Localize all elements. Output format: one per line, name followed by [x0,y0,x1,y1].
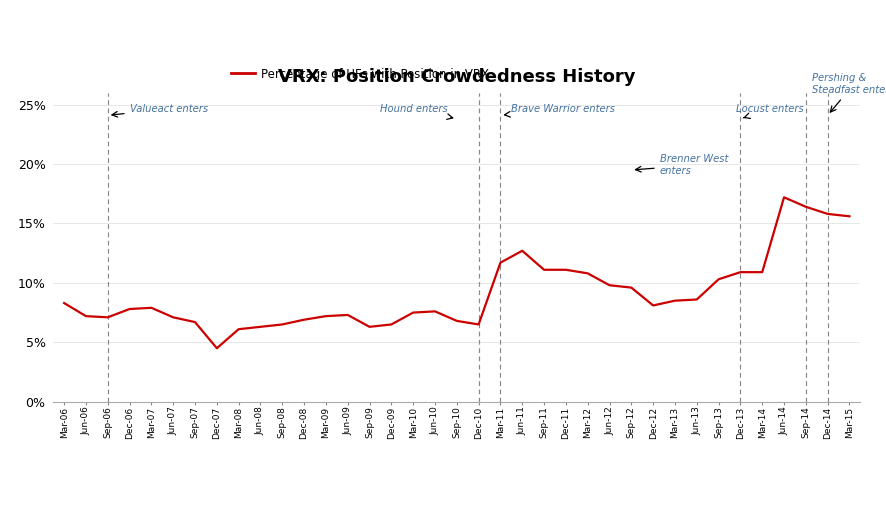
Text: Pershing &
Steadfast enters: Pershing & Steadfast enters [812,74,886,112]
Text: Valueact enters: Valueact enters [112,104,207,117]
Title: VRX: Position Crowdedness History: VRX: Position Crowdedness History [277,67,635,85]
Text: Hound enters: Hound enters [380,104,452,119]
Text: Brenner West
enters: Brenner West enters [634,154,727,176]
Text: Locust enters: Locust enters [735,104,803,118]
Legend: Percentage of HFs with Position in VRX: Percentage of HFs with Position in VRX [231,67,488,81]
Text: Brave Warrior enters: Brave Warrior enters [504,104,615,117]
